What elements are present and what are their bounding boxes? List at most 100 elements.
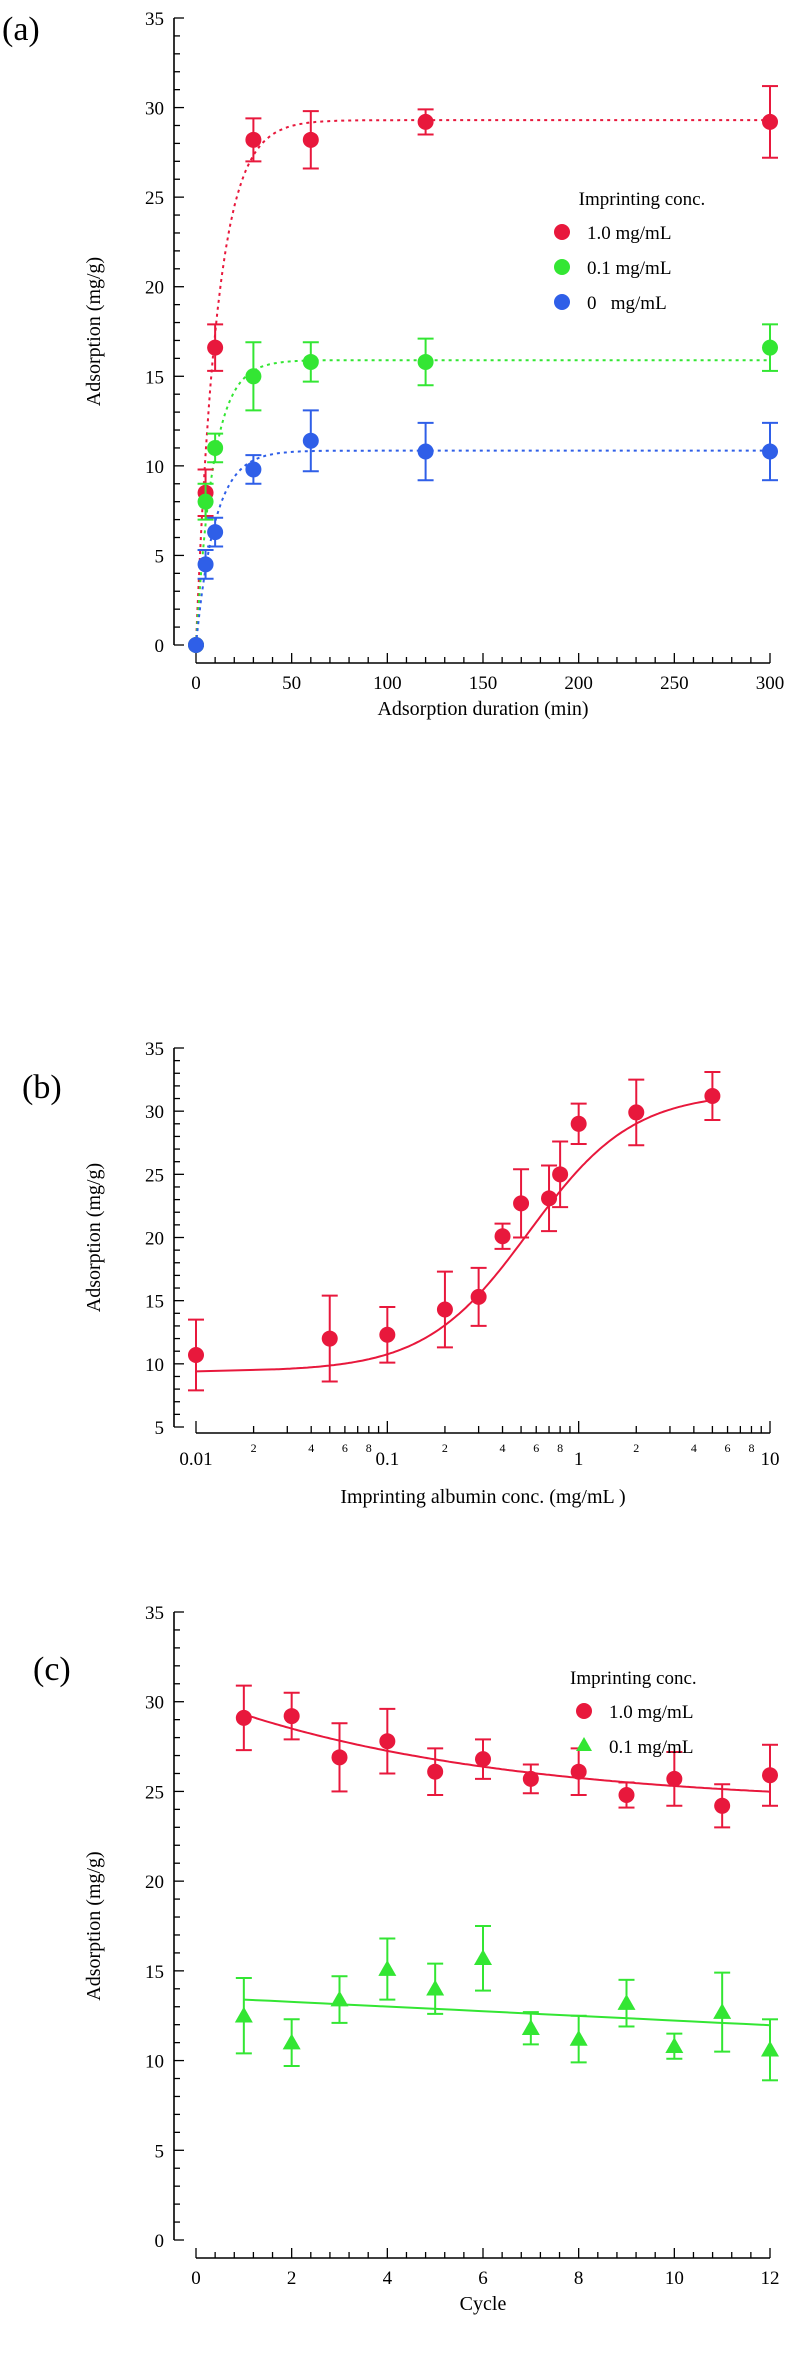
y-tick-label: 20 <box>145 278 164 299</box>
x-tick-label: 100 <box>373 673 402 694</box>
x-tick-label: 150 <box>469 673 498 694</box>
x-minor-tick-label: 2 <box>251 1441 257 1455</box>
x-minor-tick-label: 8 <box>366 1441 372 1455</box>
panel-b-adsorption-vs-albumin-conc: (b) 5 10 15 20 25 30 35 0.01 0.1 1 10 2 4 6 8 2 4 6 8 2 4 6 8 Ad… <box>22 1039 780 1508</box>
data-point <box>245 368 262 385</box>
data-point <box>762 339 778 356</box>
x-minor-tick-label: 4 <box>500 1441 506 1455</box>
data-point <box>302 131 319 148</box>
data-point <box>321 1330 338 1347</box>
data-point-triangle <box>665 2037 684 2053</box>
data-point-triangle <box>282 2033 301 2050</box>
x-minor-tick-label: 4 <box>691 1441 697 1455</box>
x-tick-label: 2 <box>287 2268 297 2289</box>
fit-curve <box>195 449 770 646</box>
fit-curve <box>195 1099 713 1373</box>
data-point <box>570 1763 587 1780</box>
data-point <box>704 1088 721 1105</box>
x-axis-title: Adsorption duration (min) <box>377 698 588 720</box>
data-point <box>188 1346 204 1363</box>
data-point-triangle <box>378 1960 397 1976</box>
legend-label: 0 mg/mL <box>587 293 667 314</box>
fit-curve <box>195 119 770 646</box>
data-point <box>417 113 434 130</box>
y-tick-label: 15 <box>145 367 164 388</box>
data-point-triangle <box>713 2003 732 2019</box>
data-point <box>302 353 319 370</box>
x-minor-tick-label: 8 <box>557 1441 563 1455</box>
data-point-triangle <box>426 1979 445 1996</box>
x-tick-label: 4 <box>383 2268 393 2289</box>
y-axis-title: Adsorption (mg/g) <box>83 1851 105 2000</box>
y-tick-label: 0 <box>155 636 165 657</box>
data-point <box>245 131 262 148</box>
data-point <box>436 1301 453 1318</box>
data-point <box>197 493 214 510</box>
legend-label: 0.1 mg/mL <box>609 1737 693 1758</box>
x-minor-tick-label: 2 <box>442 1441 448 1455</box>
x-tick-label: 250 <box>660 673 689 694</box>
data-point <box>762 443 778 460</box>
x-minor-tick-label: 6 <box>533 1441 539 1455</box>
data-point <box>570 1115 587 1132</box>
x-minor-tick-label: 6 <box>342 1441 348 1455</box>
y-tick-label: 5 <box>155 1418 165 1439</box>
data-point-triangle <box>761 2040 779 2057</box>
legend-marker-triangle <box>576 1737 592 1751</box>
legend-label: 1.0 mg/mL <box>609 1702 693 1723</box>
data-point <box>207 439 224 456</box>
data-point <box>197 556 214 573</box>
x-tick-label: 12 <box>761 2268 780 2289</box>
x-tick-label: 50 <box>282 673 301 694</box>
data-point <box>207 524 224 541</box>
data-point-triangle <box>474 1949 492 1966</box>
data-point <box>666 1770 683 1787</box>
data-point <box>235 1709 252 1726</box>
legend-marker <box>576 1703 592 1719</box>
data-point <box>714 1797 731 1814</box>
y-tick-label: 30 <box>145 1102 164 1123</box>
data-point <box>188 637 204 653</box>
x-tick-label: 6 <box>478 2268 488 2289</box>
x-minor-tick-label: 4 <box>308 1441 314 1455</box>
data-point <box>628 1104 645 1121</box>
legend-marker <box>554 224 570 240</box>
panel-c-adsorption-vs-cycle: (c) 0 5 10 15 20 25 30 35 0 2 4 6 8 10 12 Adsorption (mg… <box>33 1603 780 2315</box>
y-tick-label: 15 <box>145 1962 164 1983</box>
y-tick-label: 35 <box>145 9 164 30</box>
legend-label: 0.1 mg/mL <box>587 258 671 279</box>
data-point <box>475 1751 491 1768</box>
data-point <box>245 461 262 478</box>
y-tick-label: 30 <box>145 99 164 120</box>
data-point <box>762 113 778 130</box>
x-minor-tick-label: 6 <box>725 1441 731 1455</box>
y-tick-label: 35 <box>145 1603 164 1624</box>
y-axis-title: Adsorption (mg/g) <box>83 257 105 406</box>
x-minor-tick-label: 2 <box>633 1441 639 1455</box>
data-point <box>552 1166 569 1183</box>
y-tick-label: 30 <box>145 1693 164 1714</box>
data-point <box>618 1787 635 1804</box>
data-point <box>417 443 434 460</box>
x-tick-label: 0 <box>191 673 201 694</box>
data-point <box>762 1767 778 1784</box>
fit-curve <box>243 1998 771 2027</box>
data-point <box>417 353 434 370</box>
data-point <box>379 1733 396 1750</box>
data-point-triangle <box>617 1994 636 2010</box>
y-tick-label: 20 <box>145 1229 164 1250</box>
data-point <box>513 1195 530 1212</box>
y-tick-label: 10 <box>145 457 164 478</box>
y-tick-label: 10 <box>145 2052 164 2073</box>
panel-a-adsorption-vs-duration: (a) 0 5 10 15 20 25 30 35 0 50 100 150 200 250 300 Adsor… <box>2 9 784 720</box>
legend-marker <box>554 294 570 310</box>
y-tick-label: 15 <box>145 1292 164 1313</box>
y-tick-label: 25 <box>145 1782 164 1803</box>
legend-label: 1.0 mg/mL <box>587 223 671 244</box>
x-tick-label: 0.01 <box>179 1449 212 1470</box>
data-point-triangle <box>569 2030 588 2046</box>
panel-letter: (a) <box>2 11 40 48</box>
x-tick-label: 1 <box>574 1449 584 1470</box>
x-tick-label: 10 <box>761 1449 780 1470</box>
